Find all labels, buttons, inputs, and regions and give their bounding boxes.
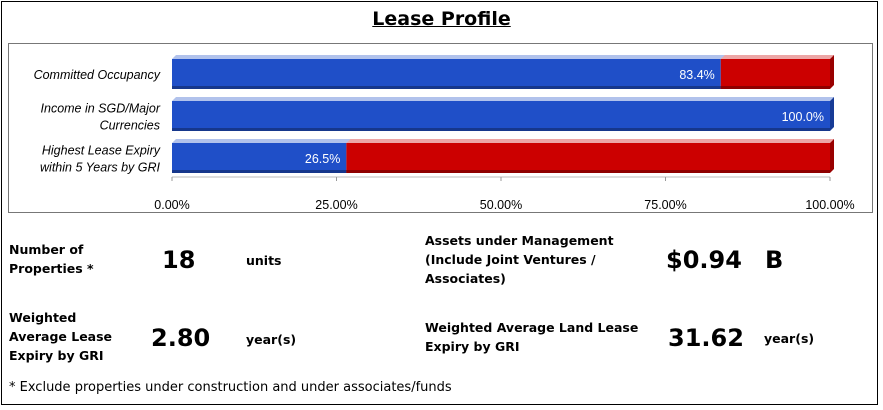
bar-top-face <box>172 139 351 143</box>
data-label: 100.0% <box>782 110 824 124</box>
chart-svg: 83.4% Committed Occupancy 100.0% Income in … <box>34 55 855 212</box>
data-label: 83.4% <box>679 68 714 82</box>
properties-label-line: Number of <box>9 242 84 257</box>
bar-side-face <box>830 139 834 173</box>
aum-label-line: Assets under Management <box>425 233 614 248</box>
x-tick-label: 75.00% <box>644 198 686 212</box>
aum-unit: B <box>765 246 784 274</box>
x-tick-label: 0.00% <box>154 198 189 212</box>
properties-label-line: Properties * <box>9 261 94 276</box>
wale-unit: year(s) <box>246 332 297 347</box>
land-lease-label-line: Expiry by GRI <box>425 339 520 354</box>
aum-label-line: Associates) <box>425 271 506 286</box>
bar-side-face <box>830 97 834 131</box>
bar-segment <box>720 59 830 89</box>
bar-top-face <box>172 55 725 59</box>
land-lease-unit: year(s) <box>764 331 815 346</box>
aum-label: Assets under Management (Include Joint V… <box>425 231 614 288</box>
category-label: Currencies <box>100 119 160 133</box>
wale-label-line: Expiry by GRI <box>9 348 104 363</box>
wale-value: 2.80 <box>151 324 211 352</box>
bar-top-face <box>346 139 834 143</box>
category-label: Committed Occupancy <box>34 68 161 82</box>
bar-segment <box>172 143 347 173</box>
panel-frame <box>1 1 878 405</box>
bar-top-face <box>172 97 834 101</box>
lease-chart: 83.4% Committed Occupancy 100.0% Income in … <box>8 43 873 213</box>
wale-label-line: Average Lease <box>9 329 113 344</box>
x-tick-label: 25.00% <box>315 198 357 212</box>
bar-side-face <box>830 55 834 89</box>
aum-label-line: (Include Joint Ventures / <box>425 252 596 267</box>
bar-shadow <box>172 128 830 131</box>
wale-label-line: Weighted <box>9 310 77 325</box>
properties-label: Number of Properties * <box>9 240 94 278</box>
x-tick-label: 100.00% <box>805 198 854 212</box>
properties-value: 18 <box>162 246 196 274</box>
bar-shadow <box>172 170 347 173</box>
bar-segment <box>172 101 830 131</box>
properties-unit: units <box>246 253 282 268</box>
bar-shadow <box>346 170 830 173</box>
category-label: within 5 Years by GRI <box>40 161 160 175</box>
bar-shadow <box>172 86 721 89</box>
bar-segment <box>346 143 830 173</box>
aum-value: $0.94 <box>666 246 742 274</box>
category-label: Income in SGD/Major <box>41 102 161 116</box>
data-label: 26.5% <box>305 152 340 166</box>
x-tick-label: 50.00% <box>480 198 522 212</box>
category-label: Highest Lease Expiry <box>42 144 161 158</box>
bar-shadow <box>720 86 830 89</box>
land-lease-label-line: Weighted Average Land Lease <box>425 320 639 335</box>
bar-top-face <box>720 55 834 59</box>
wale-label: Weighted Average Lease Expiry by GRI <box>9 308 112 365</box>
land-lease-label: Weighted Average Land Lease Expiry by GR… <box>425 318 638 356</box>
page-title: Lease Profile <box>372 8 511 30</box>
land-lease-value: 31.62 <box>668 324 744 352</box>
bar-segment <box>172 59 721 89</box>
footnote: * Exclude properties under construction … <box>9 380 452 395</box>
